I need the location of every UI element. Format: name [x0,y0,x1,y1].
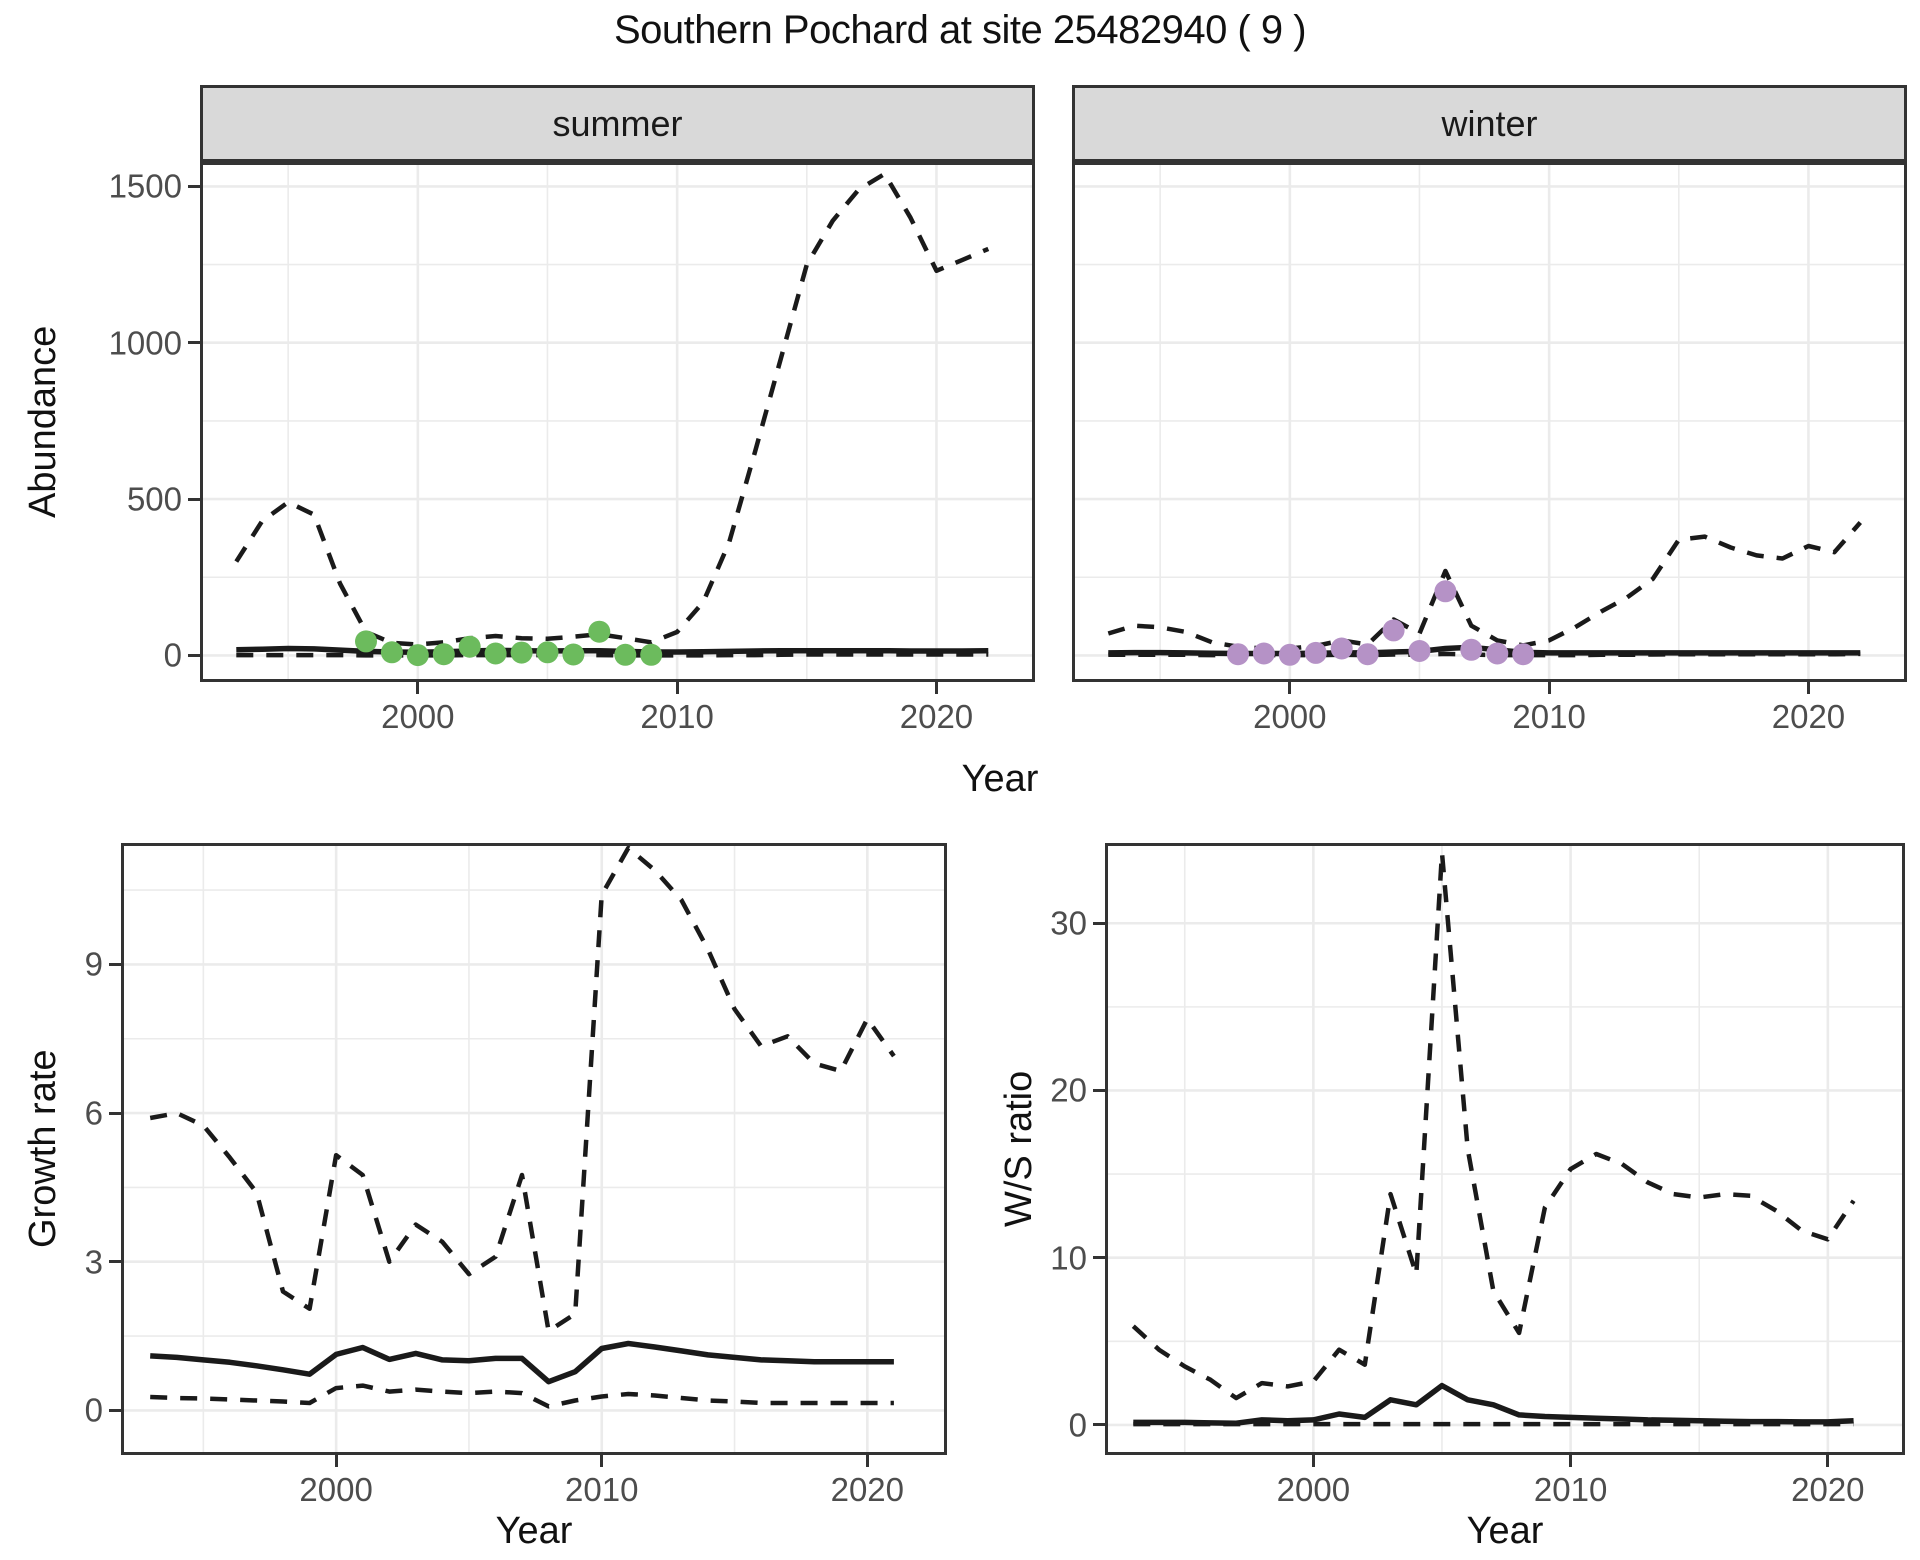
x-tick-label: 2020 [899,698,974,735]
observed-summer-counts [510,641,533,664]
observed-summer-counts [640,643,663,666]
x-tick-label: 2000 [1253,698,1327,735]
y-tick-label: 1000 [108,324,182,362]
y-tick-label: 1500 [108,167,182,205]
y-axis-tick-mark [188,184,200,188]
observed-winter-counts [1278,643,1301,666]
observed-summer-counts [562,643,585,666]
y-axis-tick-mark [1093,921,1105,925]
y-axis-tick-mark [188,497,200,501]
observed-summer-counts [536,641,559,664]
x-axis-tick-mark [1547,682,1551,694]
x-axis-tick-mark [1826,1455,1830,1467]
x-axis-tick-mark [1311,1455,1315,1467]
y-axis-tick-mark [109,962,121,966]
x-tick-label: 2010 [565,1471,639,1508]
observed-winter-counts [1356,643,1379,666]
x-axis-tick-mark [1806,682,1810,694]
ws-ratio-mean-line [1133,1382,1854,1426]
abundance-winter-plot [1072,162,1907,682]
abundance-summer-upper-ci-line [234,171,990,647]
abundance-axis-title: Abundance [22,325,64,519]
observed-winter-counts [1408,640,1431,662]
facet-strip-summer-label: summer [552,102,683,144]
growth-rate-plot [121,843,947,1455]
x-tick-label: 2010 [1533,1471,1608,1508]
growth-rate-mean-line [150,1340,894,1385]
y-tick-label: 20 [1050,1071,1087,1109]
y-axis-tick-mark [188,341,200,345]
x-axis-tick-mark [334,1455,338,1467]
y-tick-label: 3 [84,1243,103,1281]
x-tick-label: 2000 [299,1471,373,1508]
y-tick-label: 0 [84,1391,103,1429]
x-axis-tick-mark [865,1455,869,1467]
observed-winter-counts [1252,642,1275,665]
x-axis-tick-mark [934,682,938,694]
facet-strip-winter: winter [1072,85,1907,162]
y-tick-label: 0 [1068,1406,1087,1444]
y-axis-tick-mark [109,1111,121,1115]
y-axis-tick-mark [188,653,200,657]
observed-summer-counts [458,635,481,658]
observed-winter-counts [1330,637,1353,660]
y-axis-tick-mark [109,1260,121,1264]
abundance-summer-mean-line [236,645,989,656]
x-tick-label: 2020 [830,1471,905,1508]
observed-winter-counts [1434,580,1457,603]
observed-summer-counts [406,644,429,667]
observed-summer-counts [432,643,455,666]
x-axis-tick-mark [1288,682,1292,694]
observed-winter-counts [1486,642,1509,665]
x-tick-label: 2000 [381,698,455,735]
growth-rate-lower-ci-line [150,1383,894,1409]
x-axis-tick-mark [416,682,420,694]
x-axis-tick-mark [1569,1455,1573,1467]
abundance-summer-plot [200,162,1035,682]
observed-summer-counts [588,620,611,643]
observed-winter-counts [1227,643,1249,666]
y-tick-label: 0 [163,636,182,674]
ws-ratio-axis-title: W/S ratio [998,1070,1040,1228]
observed-summer-counts [614,643,637,666]
y-axis-tick-mark [1093,1088,1105,1092]
x-axis-tick-mark [600,1455,604,1467]
growth-rate-upper-ci-line [149,845,896,1334]
growth-year-axis-title: Year [495,1510,573,1552]
y-tick-label: 500 [126,480,182,518]
y-tick-label: 9 [84,945,103,983]
observed-summer-counts [484,642,507,665]
observed-winter-counts [1382,619,1405,642]
top-year-axis-title: Year [961,758,1039,800]
y-axis-tick-mark [109,1408,121,1412]
x-tick-label: 2020 [1771,698,1846,735]
x-tick-label: 2020 [1791,1471,1865,1508]
y-tick-label: 6 [84,1094,103,1132]
x-tick-label: 2010 [640,698,714,735]
ws-ratio-plot [1105,843,1905,1455]
y-tick-label: 30 [1050,904,1087,942]
facet-strip-winter-label: winter [1441,102,1538,144]
observed-winter-counts [1512,643,1535,666]
chart-title: Southern Pochard at site 25482940 ( 9 ) [613,8,1307,52]
observed-winter-counts [1460,638,1483,661]
growth-rate-axis-title: Growth rate [22,1049,64,1249]
ws-year-axis-title: Year [1466,1510,1544,1552]
y-axis-tick-mark [1093,1256,1105,1260]
observed-summer-counts [380,641,403,664]
observed-summer-counts [355,630,377,653]
ws-ratio-upper-ci-line [1131,850,1856,1401]
x-axis-tick-mark [675,682,679,694]
abundance-summer-lower-ci-line [236,652,989,658]
x-tick-label: 2000 [1276,1471,1351,1508]
x-tick-label: 2010 [1512,698,1586,735]
y-axis-tick-mark [1093,1423,1105,1427]
observed-winter-counts [1304,641,1327,664]
y-tick-label: 10 [1050,1239,1087,1277]
facet-strip-summer: summer [200,85,1035,162]
